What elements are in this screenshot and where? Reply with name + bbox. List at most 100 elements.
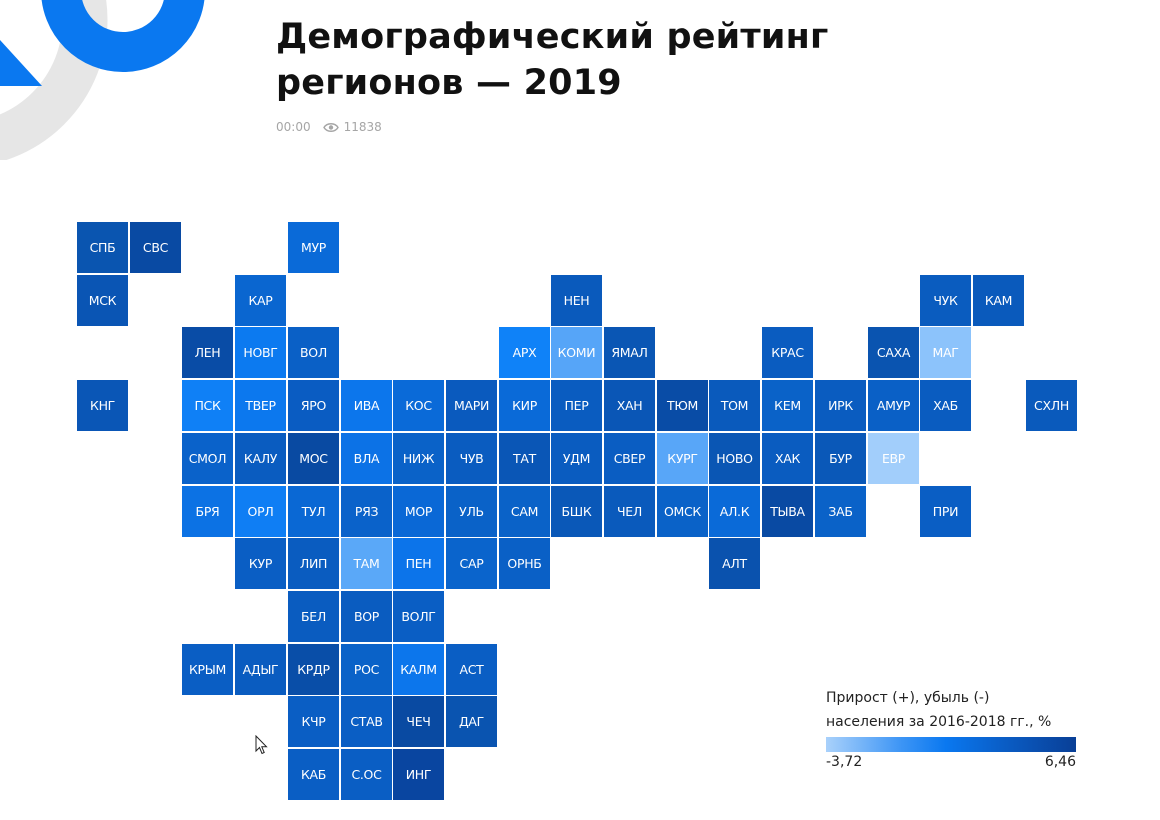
region-tile[interactable]: ЧУК: [920, 275, 971, 326]
region-tile[interactable]: ТЮМ: [657, 380, 708, 431]
region-tile[interactable]: ВОЛГ: [393, 591, 444, 642]
region-tile[interactable]: ЧУВ: [446, 433, 497, 484]
region-tile[interactable]: СМОЛ: [182, 433, 233, 484]
region-tile[interactable]: СВС: [130, 222, 181, 273]
region-tile[interactable]: СТАВ: [341, 696, 392, 747]
region-tile[interactable]: КРДР: [288, 644, 339, 695]
region-tile[interactable]: ТУЛ: [288, 486, 339, 537]
region-tile[interactable]: ЛИП: [288, 538, 339, 589]
region-tile[interactable]: МУР: [288, 222, 339, 273]
region-tile[interactable]: ХАК: [762, 433, 813, 484]
region-tile[interactable]: САХА: [868, 327, 919, 378]
region-tile[interactable]: КУРГ: [657, 433, 708, 484]
legend-min: -3,72: [826, 754, 863, 770]
region-tile[interactable]: КРЫМ: [182, 644, 233, 695]
region-tile[interactable]: НИЖ: [393, 433, 444, 484]
region-tile[interactable]: АДЫГ: [235, 644, 286, 695]
region-tile[interactable]: ПРИ: [920, 486, 971, 537]
region-tile[interactable]: КАМ: [973, 275, 1024, 326]
region-tile[interactable]: ВОР: [341, 591, 392, 642]
region-tile[interactable]: ПЕН: [393, 538, 444, 589]
region-tile[interactable]: ЯРО: [288, 380, 339, 431]
region-tile[interactable]: САМ: [499, 486, 550, 537]
region-tile[interactable]: ЕВР: [868, 433, 919, 484]
region-tile[interactable]: ОРНБ: [499, 538, 550, 589]
region-tile[interactable]: ТАМ: [341, 538, 392, 589]
legend-title-line-2: населения за 2016-2018 гг., %: [826, 714, 1052, 730]
region-tile[interactable]: БШК: [551, 486, 602, 537]
region-tile[interactable]: АМУР: [868, 380, 919, 431]
region-tile[interactable]: ТЫВА: [762, 486, 813, 537]
region-tile[interactable]: ТВЕР: [235, 380, 286, 431]
region-tile[interactable]: КАБ: [288, 749, 339, 800]
region-tile[interactable]: КУР: [235, 538, 286, 589]
article-meta: 00:00 11838: [276, 120, 382, 134]
mouse-cursor-icon: [255, 734, 269, 759]
region-tile[interactable]: ХАН: [604, 380, 655, 431]
region-tile[interactable]: ОМСК: [657, 486, 708, 537]
region-tile[interactable]: КЕМ: [762, 380, 813, 431]
color-legend: Прирост (+), убыль (-) населения за 2016…: [826, 686, 1076, 770]
region-tile[interactable]: ЧЕЛ: [604, 486, 655, 537]
region-tile[interactable]: СПБ: [77, 222, 128, 273]
view-count-value: 11838: [343, 120, 382, 134]
region-tile[interactable]: ИНГ: [393, 749, 444, 800]
legend-max: 6,46: [1044, 754, 1076, 770]
region-tile[interactable]: КОС: [393, 380, 444, 431]
region-tile[interactable]: КРАС: [762, 327, 813, 378]
region-tile[interactable]: АЛТ: [709, 538, 760, 589]
region-tile[interactable]: С.ОС: [341, 749, 392, 800]
region-tile[interactable]: БЕЛ: [288, 591, 339, 642]
region-tile[interactable]: СВЕР: [604, 433, 655, 484]
region-tile[interactable]: ПСК: [182, 380, 233, 431]
region-tile[interactable]: ЧЕЧ: [393, 696, 444, 747]
region-tile[interactable]: АСТ: [446, 644, 497, 695]
region-tile[interactable]: ТОМ: [709, 380, 760, 431]
region-tile[interactable]: РОС: [341, 644, 392, 695]
region-tile[interactable]: ХАБ: [920, 380, 971, 431]
region-tile[interactable]: АЛ.К: [709, 486, 760, 537]
region-tile[interactable]: ИРК: [815, 380, 866, 431]
region-tile[interactable]: ЯМАЛ: [604, 327, 655, 378]
region-tile[interactable]: ИВА: [341, 380, 392, 431]
region-tile[interactable]: ДАГ: [446, 696, 497, 747]
region-tile[interactable]: ЛЕН: [182, 327, 233, 378]
region-tile[interactable]: ПЕР: [551, 380, 602, 431]
region-tile[interactable]: МСК: [77, 275, 128, 326]
region-tile[interactable]: МАРИ: [446, 380, 497, 431]
region-tile[interactable]: САР: [446, 538, 497, 589]
title-line-1: Демографический рейтинг: [276, 17, 829, 57]
region-tile[interactable]: КОМИ: [551, 327, 602, 378]
region-tile[interactable]: МАГ: [920, 327, 971, 378]
legend-gradient-bar: [826, 737, 1076, 752]
region-tile[interactable]: МОР: [393, 486, 444, 537]
region-tile[interactable]: НОВО: [709, 433, 760, 484]
region-tile[interactable]: РЯЗ: [341, 486, 392, 537]
legend-title-line-1: Прирост (+), убыль (-): [826, 690, 990, 706]
region-tile[interactable]: ЗАБ: [815, 486, 866, 537]
region-tile[interactable]: АРХ: [499, 327, 550, 378]
region-tile[interactable]: БРЯ: [182, 486, 233, 537]
title-line-2: регионов — 2019: [276, 63, 622, 103]
region-tile[interactable]: УЛЬ: [446, 486, 497, 537]
logo-shapes-icon: [0, 0, 205, 160]
publish-time: 00:00: [276, 120, 311, 134]
region-tile[interactable]: БУР: [815, 433, 866, 484]
region-tile[interactable]: КАЛУ: [235, 433, 286, 484]
region-tile[interactable]: КИР: [499, 380, 550, 431]
region-tile[interactable]: КНГ: [77, 380, 128, 431]
region-tile[interactable]: МОС: [288, 433, 339, 484]
region-tile[interactable]: НЕН: [551, 275, 602, 326]
region-tile[interactable]: НОВГ: [235, 327, 286, 378]
eye-icon: [322, 122, 339, 132]
region-tile[interactable]: ВЛА: [341, 433, 392, 484]
region-tile[interactable]: ВОЛ: [288, 327, 339, 378]
region-tile[interactable]: КАР: [235, 275, 286, 326]
region-tile[interactable]: ОРЛ: [235, 486, 286, 537]
region-tile[interactable]: КЧР: [288, 696, 339, 747]
region-tile[interactable]: ТАТ: [499, 433, 550, 484]
region-tile[interactable]: КАЛМ: [393, 644, 444, 695]
region-tile[interactable]: СХЛН: [1026, 380, 1077, 431]
region-tile[interactable]: УДМ: [551, 433, 602, 484]
